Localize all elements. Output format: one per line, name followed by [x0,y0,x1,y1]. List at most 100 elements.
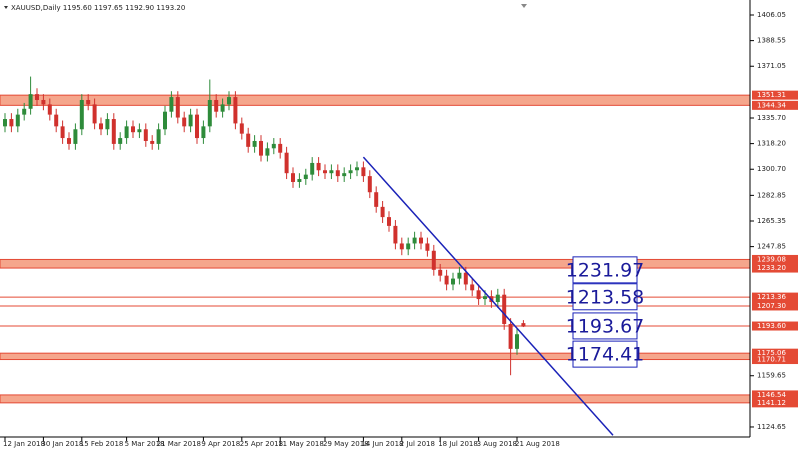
y-tick-label: 1282.85 [757,191,786,199]
candle-body [35,94,39,100]
candle-body [515,334,519,349]
candle-body [419,237,423,244]
candle-body [3,119,7,127]
x-tick-label: 11 May 2018 [278,440,324,448]
candle-body [233,97,238,124]
x-tick-label: 12 Jan 2018 [3,440,45,448]
candle-body [169,97,174,112]
zone-bottom-tag [752,355,798,365]
candle-body [150,140,155,144]
zone-bottom-tag-label: 1170.71 [757,356,786,364]
candle-body [54,114,59,127]
candles [3,76,526,376]
trendline [362,156,614,436]
candle-body [316,162,321,171]
x-tick-label: 3 Aug 2018 [477,440,517,448]
zone-top-tag [752,390,798,400]
candle-body [342,173,347,177]
candle-body [86,99,91,105]
candle-body [303,174,308,180]
zone-bottom-tag-label: 1233.20 [757,264,786,272]
candle-body [201,126,206,139]
y-tick-label: 1406.05 [757,11,786,19]
candle-body [182,117,187,127]
candle-body [476,290,481,300]
candle-body [111,119,116,144]
candle-body [329,170,334,174]
candle-body [412,237,417,244]
annotation-box [572,256,638,284]
x-tick-label: 21 Aug 2018 [515,440,560,448]
candle-body [9,119,14,127]
zone-bottom-tag [752,263,798,273]
zone [0,94,751,106]
candle-body [60,126,65,139]
candle-body [175,97,180,118]
zone-top-tag [752,348,798,358]
candle-body [387,217,391,226]
candle-body [438,269,443,276]
y-tick-label: 1247.85 [757,243,786,251]
x-tick-label: 9 Apr 2018 [201,440,240,448]
shift-marker [521,4,527,8]
level-tag [752,292,798,302]
candle-body [444,275,449,285]
candle-body [399,243,404,250]
overlay: 1231.97 1213.58 1193.67 1174.41 [362,156,645,436]
zone-bottom-tag-label: 1344.34 [757,101,786,109]
annotation-box [572,340,638,368]
candle-body [207,99,212,127]
candle-body [323,170,327,174]
candle-body [47,104,52,115]
candle-body [406,243,411,250]
candle-body [195,114,199,139]
zone [0,394,751,404]
y-tick-label: 1124.65 [757,423,786,431]
candle-body [131,126,135,133]
y-tick-label: 1371.05 [757,62,786,70]
zone-bottom-tag-label: 1141.12 [757,399,786,407]
candle-body [451,278,455,285]
x-tick-label: 29 May 2018 [323,440,369,448]
chart-header: XAUUSD,Daily 1195.60 1197.65 1192.90 119… [11,4,185,12]
candle-body [28,94,33,109]
candle-body [361,167,366,177]
candle-body [265,148,270,156]
candle-body [214,99,219,112]
annotation-label: 1213.58 [566,286,645,308]
y-tick-label: 1300.70 [757,165,786,173]
annotation-box [572,312,638,340]
y-tick-label: 1335.70 [757,114,786,122]
candle-body [124,126,129,139]
annotation-label: 1174.41 [566,344,645,366]
candle-body [284,152,289,174]
menu-arrow[interactable] [4,6,8,9]
candle-body [118,138,123,144]
annotation-label: 1193.67 [566,315,645,337]
zone-top-tag [752,90,798,100]
y-tick-label: 1159.65 [757,372,786,380]
candle-body [163,111,167,130]
candle-body [470,284,475,291]
candle-body [374,192,379,207]
candle-body [259,140,263,156]
candle-body [79,99,84,130]
candle-body [348,170,353,174]
candle-body [335,170,340,177]
candle-body [156,129,161,144]
candle-body [67,138,71,144]
x-tick-label: 25 Apr 2018 [240,440,283,448]
candle-body [105,119,110,130]
x-tick-label: 18 Jul 2018 [438,440,478,448]
candle-body [252,140,257,147]
zone-bottom-tag [752,398,798,408]
level-tag-label: 1193.60 [757,322,786,330]
candle-body [188,114,193,127]
candle-body [73,129,78,144]
candle-body [393,225,398,244]
x-tick-label: 2 Jul 2018 [400,440,435,448]
candle-body [495,294,500,303]
candle-body [457,272,462,279]
